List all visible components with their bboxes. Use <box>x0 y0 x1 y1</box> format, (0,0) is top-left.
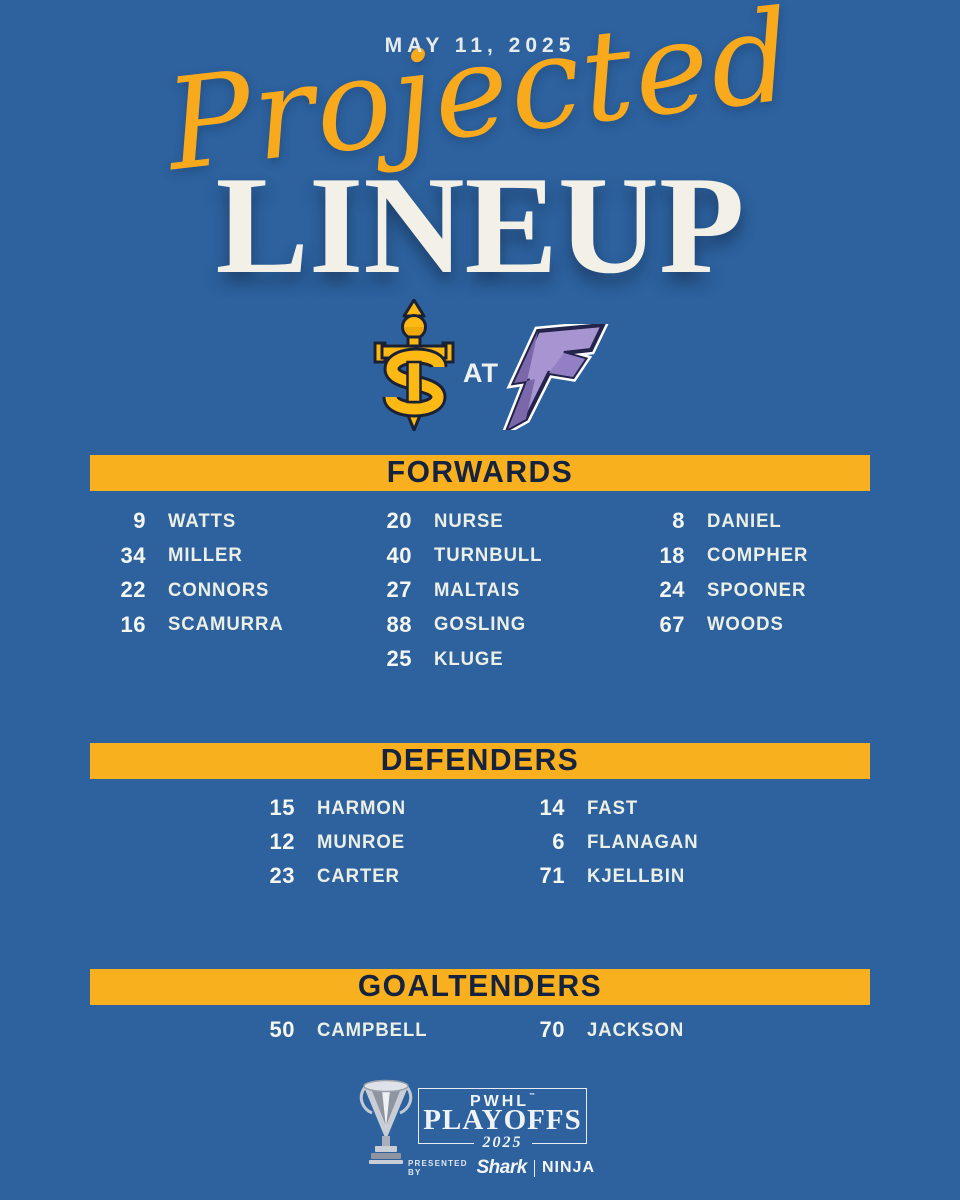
defenders-banner: DEFENDERS <box>90 743 870 779</box>
presented-by-row: PRESENTED BY Shark NINJA <box>408 1157 595 1179</box>
player-row: 40 TURNBULL <box>356 539 610 574</box>
walter-cup-trophy-icon <box>359 1079 413 1164</box>
toronto-sceptres-logo <box>373 299 455 431</box>
player-name: TURNBULL <box>434 544 543 567</box>
player-number: 15 <box>269 795 295 820</box>
player-row: 24 SPOONER <box>629 573 870 608</box>
pwhl-text: PWHL <box>469 1093 530 1110</box>
player-name: MALTAIS <box>434 578 521 601</box>
sponsor-ninja-logo: NINJA <box>541 1159 595 1176</box>
goaltenders-banner-label: GOALTENDERS <box>357 969 603 1004</box>
player-row: 50 CAMPBELL <box>239 1013 480 1047</box>
player-row: 88 GOSLING <box>356 608 610 643</box>
player-number: 70 <box>539 1017 565 1042</box>
forwards-banner-label: FORWARDS <box>386 455 574 490</box>
player-name: CONNORS <box>168 578 270 601</box>
player-number: 71 <box>539 863 565 888</box>
playoffs-year: 2025 <box>473 1134 532 1152</box>
player-name: DANIEL <box>707 509 782 532</box>
presented-by-label: PRESENTED BY <box>408 1159 468 1177</box>
player-row: 12 MUNROE <box>239 825 480 859</box>
player-row: 22 CONNORS <box>90 573 350 608</box>
player-row: 67 WOODS <box>629 608 870 643</box>
player-number: 6 <box>552 829 565 854</box>
sponsor-shark-logo: Shark <box>476 1157 527 1178</box>
player-number: 23 <box>269 863 295 888</box>
player-name: HARMON <box>317 796 407 819</box>
player-name: FAST <box>587 796 639 819</box>
player-row: 34 MILLER <box>90 539 350 574</box>
player-number: 24 <box>659 577 685 603</box>
player-name: WATTS <box>168 509 237 532</box>
player-number: 22 <box>120 577 146 603</box>
player-number: 25 <box>386 646 412 672</box>
title-main: LINEUP <box>215 148 745 303</box>
defenders-column-2: 14 FAST 6 FLANAGAN 71 KJELLBIN <box>480 791 780 893</box>
trademark-symbol: ™ <box>529 1093 536 1099</box>
player-name: FLANAGAN <box>587 830 699 853</box>
player-number: 27 <box>386 577 412 603</box>
player-row: 27 MALTAIS <box>356 573 610 608</box>
player-name: JACKSON <box>587 1018 685 1041</box>
player-number: 20 <box>386 508 412 534</box>
forwards-list: 9 WATTS 34 MILLER 22 CONNORS 16 SCAMURRA 20 N… <box>90 504 870 677</box>
player-name: MUNROE <box>317 830 406 853</box>
player-number: 8 <box>672 508 685 534</box>
forwards-column-1: 9 WATTS 34 MILLER 22 CONNORS 16 SCAMURRA <box>90 504 350 677</box>
player-name: COMPHER <box>707 544 809 567</box>
at-label: AT <box>463 358 499 388</box>
player-name: MILLER <box>168 544 243 567</box>
player-number: 34 <box>120 542 146 568</box>
playoffs-text: PLAYOFFS <box>423 1104 582 1136</box>
pwhl-wordmark: PWHL™ <box>419 1093 586 1111</box>
goaltenders-column-1: 50 CAMPBELL <box>180 1013 480 1047</box>
player-number: 14 <box>539 795 565 820</box>
player-name: NURSE <box>434 509 504 532</box>
player-name: CAMPBELL <box>317 1018 428 1041</box>
player-row: 6 FLANAGAN <box>509 825 780 859</box>
defenders-banner-label: DEFENDERS <box>380 743 580 778</box>
player-number: 88 <box>386 611 412 637</box>
goaltenders-list: 50 CAMPBELL 70 JACKSON <box>180 1013 780 1047</box>
forwards-banner: FORWARDS <box>90 455 870 491</box>
player-name: SCAMURRA <box>168 613 284 636</box>
player-number: 9 <box>133 508 146 534</box>
player-number: 18 <box>659 542 685 568</box>
player-number: 16 <box>120 611 146 637</box>
player-row: 25 KLUGE <box>356 642 610 677</box>
goaltenders-column-2: 70 JACKSON <box>480 1013 780 1047</box>
player-row: 14 FAST <box>509 791 780 825</box>
player-row: 16 SCAMURRA <box>90 608 350 643</box>
player-row: 20 NURSE <box>356 504 610 539</box>
player-number: 50 <box>269 1017 295 1042</box>
player-row: 70 JACKSON <box>509 1013 780 1047</box>
forwards-column-3: 8 DANIEL 18 COMPHER 24 SPOONER 67 WOODS <box>610 504 870 677</box>
player-name: CARTER <box>317 864 400 887</box>
player-number: 12 <box>269 829 295 854</box>
player-row: 23 CARTER <box>239 859 480 893</box>
player-name: KJELLBIN <box>587 864 686 887</box>
player-name: GOSLING <box>434 613 527 636</box>
player-number: 40 <box>386 542 412 568</box>
player-name: SPOONER <box>707 578 807 601</box>
goaltenders-banner: GOALTENDERS <box>90 969 870 1005</box>
player-row: 8 DANIEL <box>629 504 870 539</box>
player-row: 15 HARMON <box>239 791 480 825</box>
forwards-column-2: 20 NURSE 40 TURNBULL 27 MALTAIS 88 GOSLING 2… <box>350 504 610 677</box>
player-number: 67 <box>659 611 685 637</box>
sponsor-divider <box>533 1159 535 1177</box>
player-name: WOODS <box>707 613 784 636</box>
defenders-column-1: 15 HARMON 12 MUNROE 23 CARTER <box>180 791 480 893</box>
player-row: 18 COMPHER <box>629 539 870 574</box>
player-row: 71 KJELLBIN <box>509 859 780 893</box>
playoffs-lockup: PWHL™ PLAYOFFS 2025 <box>418 1088 587 1152</box>
game-date: MAY 11, 2025 <box>384 34 576 57</box>
player-name: KLUGE <box>434 647 504 670</box>
defenders-list: 15 HARMON 12 MUNROE 23 CARTER 14 FAST 6 FLANA… <box>180 791 780 893</box>
minnesota-frost-logo <box>502 324 609 430</box>
player-row: 9 WATTS <box>90 504 350 539</box>
